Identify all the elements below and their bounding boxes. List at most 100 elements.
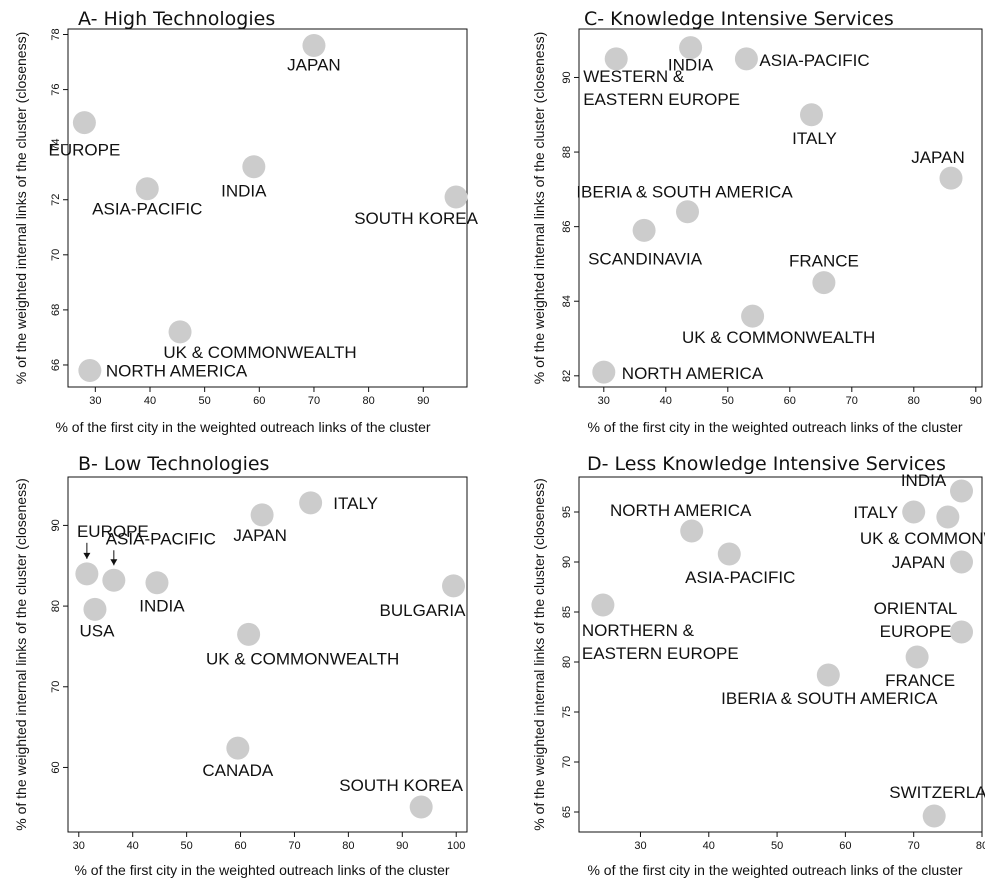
panel-a-label-india: INDIA	[221, 182, 267, 201]
panel-c-label-france: FRANCE	[789, 252, 859, 271]
panel-c-xtick-label: 60	[784, 395, 796, 407]
panel-a-xtick-label: 60	[253, 395, 265, 407]
panel-a-ytick-label: 68	[50, 304, 62, 316]
panel-c-label-uk-and-commonwealth: UK & COMMONWEALTH	[682, 328, 875, 347]
panel-a-title: A- High Technologies	[78, 8, 275, 30]
panel-a-label-north-america: NORTH AMERICA	[106, 361, 248, 380]
panel-d-label-switzerland: SWITZERLAND	[889, 783, 985, 802]
panel-d-plot-frame	[578, 476, 983, 833]
panel-d-point-uk-and-commonwealth	[936, 505, 960, 529]
panel-b-title: B- Low Technologies	[78, 453, 269, 475]
panel-b-point-bulgaria	[442, 574, 466, 598]
panel-c-label-asia-pacific: ASIA-PACIFIC	[759, 51, 869, 70]
panel-d-point-northern-and-eastern-europe	[591, 593, 615, 617]
panel-c-xtick-label: 30	[598, 395, 610, 407]
panel-d: D- Less Knowledge Intensive Services 30 40…	[531, 453, 985, 878]
panel-d-xtick-label: 60	[839, 840, 851, 852]
panel-d-label-uk-and-commonwealth: UK & COMMONWEALTH	[860, 529, 985, 548]
panel-b-label-europe: EUROPE	[77, 522, 149, 541]
panel-b-ytick-label: 60	[50, 761, 62, 773]
panel-a-point-north-america	[78, 358, 102, 382]
panel-b-label-usa: USA	[79, 621, 115, 640]
panel-d-ytick-label: 85	[561, 606, 573, 618]
panel-c-ytick-label: 88	[561, 146, 573, 158]
panel-c-label-north-america: NORTH AMERICA	[622, 364, 764, 383]
panel-b-point-canada	[226, 736, 250, 760]
panel-d-label-italy: ITALY	[853, 503, 898, 522]
panel-b-label-bulgaria: BULGARIA	[380, 601, 467, 620]
panel-d-x-axis-label: % of the first city in the weighted outr…	[587, 862, 962, 878]
panel-d-point-oriental-europe	[950, 620, 974, 644]
panel-c-label-japan: JAPAN	[911, 148, 965, 167]
panel-d-point-france	[905, 645, 929, 669]
panel-b-label-india: INDIA	[139, 597, 185, 616]
panel-c-point-western-and-eastern-europe	[604, 47, 628, 71]
panel-c-y-axis-label: % of the weighted internal links of the …	[531, 32, 547, 385]
panel-b-label-asia-pacific: ASIA-PACIFIC	[106, 529, 216, 548]
panel-d-ytick-label: 80	[561, 656, 573, 668]
panel-a-label-europe: EUROPE	[48, 141, 120, 160]
panel-b-xtick-label: 40	[127, 840, 139, 852]
panel-b-xtick-label: 50	[180, 840, 192, 852]
panel-a-point-uk-and-commonwealth	[168, 320, 192, 344]
panel-b-plot-frame	[67, 476, 468, 833]
panel-d-point-iberia-and-south-america	[816, 663, 840, 687]
panel-d-point-switzerland	[922, 804, 946, 828]
panel-a-xtick-label: 40	[144, 395, 156, 407]
panel-a-label-uk-and-commonwealth: UK & COMMONWEALTH	[163, 343, 356, 362]
panel-c-label-india: INDIA	[668, 56, 714, 75]
panel-d-label-northern-and-eastern-europe: NORTHERN & EASTERN EUROPE	[582, 621, 739, 663]
panel-c-label-scandinavia: SCANDINAVIA	[588, 249, 703, 268]
panel-a-point-india	[242, 155, 266, 179]
panel-c-title: C- Knowledge Intensive Services	[584, 8, 894, 30]
panel-a-x-axis-label: % of the first city in the weighted outr…	[55, 419, 430, 435]
panel-c-x-axis-label: % of the first city in the weighted outr…	[587, 419, 962, 435]
panel-b-label-uk-and-commonwealth: UK & COMMONWEALTH	[206, 649, 399, 668]
panel-d-label-japan: JAPAN	[892, 553, 946, 572]
panel-b-x-axis-label: % of the first city in the weighted outr…	[74, 862, 449, 878]
panel-d-ytick-label: 90	[561, 556, 573, 568]
panel-b-xtick-label: 90	[396, 840, 408, 852]
panel-a-plot-frame	[67, 28, 468, 388]
panel-c-point-uk-and-commonwealth	[741, 304, 765, 328]
panel-b-point-japan	[250, 503, 274, 527]
panel-c-plot-frame	[578, 28, 983, 388]
panel-b-point-usa	[83, 597, 107, 621]
panel-d-ytick-label: 95	[561, 506, 573, 518]
panel-a-point-south-korea	[444, 185, 468, 209]
panel-d-label-asia-pacific: ASIA-PACIFIC	[685, 568, 795, 587]
panel-c-xtick-label: 40	[660, 395, 672, 407]
panel-d-y-axis-label: % of the weighted internal links of the …	[531, 478, 547, 831]
panel-d-xtick-label: 80	[976, 840, 985, 852]
panel-a-point-japan	[302, 34, 326, 58]
panel-c-xtick-label: 80	[908, 395, 920, 407]
panel-a-point-asia-pacific	[135, 177, 159, 201]
panel-b-point-india	[145, 571, 169, 595]
panel-b-xtick-label: 60	[234, 840, 246, 852]
panel-c-xtick-label: 90	[970, 395, 982, 407]
panel-d-point-japan	[950, 550, 974, 574]
panel-a-ytick-label: 78	[50, 28, 62, 40]
panel-d-label-oriental-europe: ORIENTAL EUROPE	[874, 599, 958, 641]
panel-c-point-india	[679, 36, 703, 60]
panel-b-point-europe	[75, 562, 99, 586]
panel-c-point-asia-pacific	[734, 47, 758, 71]
panel-c-ytick-label: 86	[561, 221, 573, 233]
panel-c-point-italy	[800, 103, 823, 127]
panel-b-xtick-label: 70	[288, 840, 300, 852]
panel-c-ytick-label: 84	[561, 295, 573, 307]
panel-d-xtick-label: 70	[908, 840, 920, 852]
panel-b-xtick-label: 30	[73, 840, 85, 852]
panel-a-xtick-label: 80	[362, 395, 374, 407]
panel-d-xtick-label: 40	[703, 840, 715, 852]
panel-b-arrowhead-europe	[83, 552, 91, 559]
panel-d-point-north-america	[680, 519, 704, 543]
panel-d-label-france: FRANCE	[885, 671, 955, 690]
panel-c-point-scandinavia	[632, 218, 656, 242]
panel-d-xtick-label: 50	[771, 840, 783, 852]
panel-a-label-south-korea: SOUTH KOREA	[354, 209, 478, 228]
panel-a-ytick-label: 76	[50, 83, 62, 95]
panel-c: C- Knowledge Intensive Services 30 40 50 60 7…	[531, 8, 983, 435]
panel-a-xtick-label: 50	[199, 395, 211, 407]
